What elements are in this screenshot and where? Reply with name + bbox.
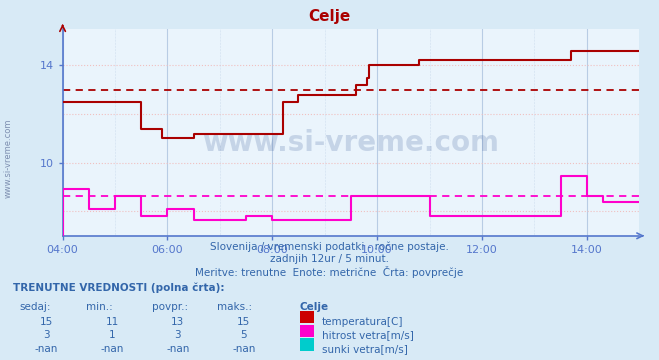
Text: 15: 15 — [237, 317, 250, 327]
Text: -nan: -nan — [34, 344, 58, 354]
Text: Celje: Celje — [300, 302, 329, 312]
Text: TRENUTNE VREDNOSTI (polna črta):: TRENUTNE VREDNOSTI (polna črta): — [13, 283, 225, 293]
Text: 3: 3 — [43, 330, 49, 341]
Text: temperatura[C]: temperatura[C] — [322, 317, 403, 327]
Text: 11: 11 — [105, 317, 119, 327]
Text: maks.:: maks.: — [217, 302, 252, 312]
Text: 15: 15 — [40, 317, 53, 327]
Text: 13: 13 — [171, 317, 185, 327]
Text: 5: 5 — [241, 330, 247, 341]
Text: Meritve: trenutne  Enote: metrične  Črta: povprečje: Meritve: trenutne Enote: metrične Črta: … — [195, 266, 464, 278]
Text: sunki vetra[m/s]: sunki vetra[m/s] — [322, 344, 407, 354]
Text: min.:: min.: — [86, 302, 113, 312]
Text: povpr.:: povpr.: — [152, 302, 188, 312]
Text: sedaj:: sedaj: — [20, 302, 51, 312]
Text: www.si-vreme.com: www.si-vreme.com — [202, 129, 500, 157]
Text: Celje: Celje — [308, 9, 351, 24]
Text: zadnjih 12ur / 5 minut.: zadnjih 12ur / 5 minut. — [270, 254, 389, 264]
Text: 3: 3 — [175, 330, 181, 341]
Text: 1: 1 — [109, 330, 115, 341]
Text: -nan: -nan — [232, 344, 256, 354]
Text: www.si-vreme.com: www.si-vreme.com — [3, 119, 13, 198]
Text: Slovenija / vremenski podatki - ročne postaje.: Slovenija / vremenski podatki - ročne po… — [210, 242, 449, 252]
Text: -nan: -nan — [166, 344, 190, 354]
Text: -nan: -nan — [100, 344, 124, 354]
Text: hitrost vetra[m/s]: hitrost vetra[m/s] — [322, 330, 413, 341]
